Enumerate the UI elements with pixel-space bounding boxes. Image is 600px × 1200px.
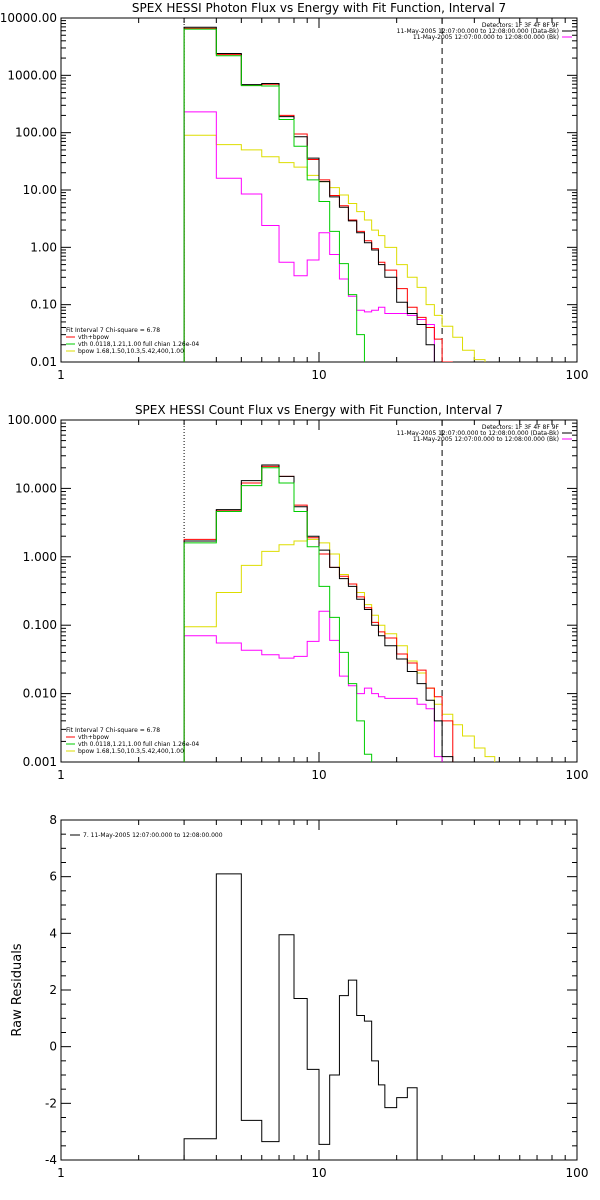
x-tick-label: 10: [311, 1166, 326, 1180]
fit-component-label: bpow 1.68,1.50,10.3,5.42,400,1.00: [78, 748, 184, 755]
x-tick-label: 1: [57, 368, 65, 382]
data-series-3: [183, 467, 373, 762]
data-series-1: [183, 27, 453, 362]
data-series-2: [183, 464, 454, 762]
x-tick-label: 100: [566, 368, 589, 382]
x-tick-label: 100: [566, 1166, 589, 1180]
fit-component-label: vth+bpow: [78, 334, 109, 341]
chart-panel-3: 1 10 100 8 6 4 2 0 -2 -4 Raw Residuals 7. 11-May-20…: [10, 813, 588, 1180]
fit-info-header: Fit Interval 7 Chi-square = 6.78: [66, 727, 160, 734]
y-axis-label: Raw Residuals: [10, 943, 25, 1036]
y-tick-label: 2: [49, 983, 57, 997]
header-info-line: 11-May-2005 12:07:00.000 to 12:08:00.000…: [397, 430, 559, 437]
y-tick-label: -4: [45, 1153, 57, 1167]
y-tick-label: 0.100: [23, 618, 57, 632]
chart-title: SPEX HESSI Count Flux vs Energy with Fit…: [135, 403, 503, 417]
y-tick-label: 0.10: [30, 298, 57, 312]
y-tick-label: 0.01: [30, 355, 57, 369]
x-tick-label: 1: [57, 768, 65, 782]
y-tick-label: 8: [49, 813, 57, 827]
data-series-5: [183, 111, 443, 362]
x-tick-label: 10: [311, 768, 326, 782]
fit-info-header: Fit Interval 7 Chi-square = 6.78: [66, 327, 160, 334]
y-tick-label: 10000.00: [0, 11, 57, 25]
chart-panel-1: SPEX HESSI Photon Flux vs Energy with Fi…: [0, 1, 588, 382]
y-tick-label: 10.00: [23, 183, 57, 197]
header-info-line: 11-May-2005 12:07:00.000 to 12:08:00.000…: [397, 28, 559, 35]
fit-component-label: vth+bpow: [78, 734, 109, 741]
y-tick-label: 100.000: [7, 413, 57, 427]
x-tick-label: 100: [566, 768, 589, 782]
data-series-2: [183, 26, 443, 362]
y-tick-label: 6: [49, 870, 57, 884]
data-series-3: [183, 28, 373, 362]
fit-component-label: vth 0.0118,1.21,1.00 full chian 1.26e-04: [78, 341, 199, 348]
fit-component-label: bpow 1.68,1.50,10.3,5.42,400,1.00: [78, 348, 184, 355]
y-tick-label: 4: [49, 926, 57, 940]
series-group: [183, 464, 496, 762]
legend-entry: 7. 11-May-2005 12:07:00.000 to 12:08:00.…: [83, 832, 223, 839]
data-series-1: [183, 873, 418, 1160]
y-tick-label: 1000.00: [7, 68, 57, 82]
y-tick-label: -2: [45, 1096, 57, 1110]
x-tick-label: 10: [311, 368, 326, 382]
x-tick-label: 1: [57, 1166, 65, 1180]
y-tick-label: 0.010: [23, 687, 57, 701]
y-tick-label: 0.001: [23, 755, 57, 769]
plot-frame: [60, 419, 578, 763]
header-info-line: Detectors: 1F 3F 4F 8F 9F: [482, 22, 560, 29]
header-info-line: 11-May-2005 12:07:00.000 to 12:08:00.000…: [413, 34, 559, 41]
y-tick-label: 1.000: [23, 550, 57, 564]
data-series-5: [183, 610, 443, 762]
y-tick-label: 100.00: [15, 126, 57, 140]
header-info-line: 11-May-2005 12:07:00.000 to 12:08:00.000…: [413, 436, 559, 443]
y-tick-label: 1.00: [30, 240, 57, 254]
y-tick-label: 10.000: [15, 481, 57, 495]
fit-component-label: vth 0.0118,1.21,1.00 full chian 1.26e-04: [78, 741, 199, 748]
series-group: [183, 873, 418, 1160]
chart-title: SPEX HESSI Photon Flux vs Energy with Fi…: [132, 1, 506, 15]
data-series-1: [183, 465, 454, 762]
header-info-line: Detectors: 1F 3F 4F 8F 9F: [482, 424, 560, 431]
series-group: [183, 26, 496, 362]
data-series-4: [183, 134, 496, 362]
chart-panel-2: SPEX HESSI Count Flux vs Energy with Fit…: [7, 403, 588, 782]
y-tick-label: 0: [49, 1040, 57, 1054]
